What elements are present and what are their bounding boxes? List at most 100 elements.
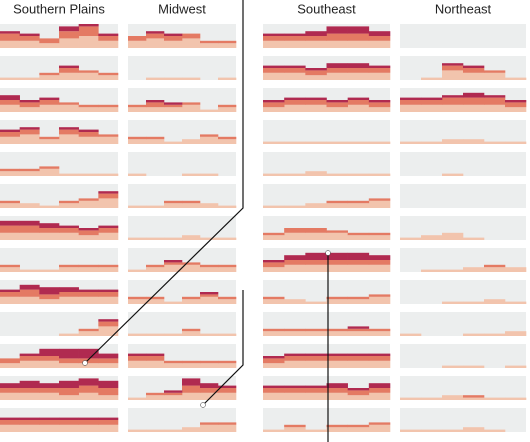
area-segment (59, 348, 79, 359)
area-segment (164, 301, 183, 304)
area-segment (59, 424, 79, 432)
area-segment (284, 392, 306, 400)
area-segment (19, 33, 40, 36)
area-segment (421, 100, 443, 105)
area-segment (0, 100, 20, 105)
area-segment (19, 380, 40, 388)
area-segment (164, 40, 183, 48)
area-segment (218, 77, 237, 80)
area-segment (368, 296, 391, 304)
area-segment (59, 228, 79, 233)
area-segment (218, 205, 237, 208)
area-segment (98, 193, 119, 199)
area-segment (19, 269, 40, 272)
area-segment (39, 299, 60, 304)
area-segment (326, 331, 348, 336)
area-segment (263, 358, 285, 364)
area-segment (347, 26, 370, 34)
area-segment (164, 264, 183, 272)
area-segment (0, 232, 20, 240)
area-segment (0, 95, 20, 100)
area-segment (368, 353, 391, 356)
area-segment (284, 228, 306, 233)
area-segment (164, 104, 183, 108)
area-segment (164, 333, 183, 336)
area-segment (463, 65, 485, 68)
area-segment (284, 173, 306, 176)
area-segment (284, 100, 306, 105)
area-segment (19, 220, 40, 226)
area-segment (263, 392, 285, 400)
area-segment (200, 422, 219, 425)
area-segment (505, 397, 527, 400)
area-segment (505, 100, 527, 103)
area-segment (0, 200, 20, 204)
area-segment (263, 173, 285, 176)
area-segment (200, 388, 219, 393)
area-segment (98, 228, 119, 233)
area-segment (39, 75, 60, 80)
area-segment (326, 424, 348, 428)
area-segment (164, 107, 183, 112)
area-segment (39, 294, 60, 300)
area-segment (263, 205, 285, 208)
area-segment (78, 264, 99, 268)
area-segment (305, 36, 327, 41)
area-segment (505, 301, 527, 304)
panel-background (263, 120, 390, 144)
area-segment (146, 395, 165, 400)
area-segment (463, 92, 485, 98)
area-segment (421, 141, 443, 144)
area-segment (128, 36, 147, 41)
area-segment (263, 299, 285, 304)
area-segment (19, 388, 40, 393)
area-segment (421, 77, 443, 80)
area-segment (347, 235, 370, 240)
area-segment (218, 422, 237, 425)
marker-dot (200, 402, 206, 408)
area-segment (368, 235, 391, 240)
area-segment (347, 173, 370, 176)
area-segment (326, 72, 348, 80)
area-segment (442, 65, 464, 71)
area-segment (39, 97, 60, 100)
area-segment (505, 331, 527, 336)
area-segment (347, 203, 370, 208)
area-segment (59, 296, 79, 304)
area-segment (326, 200, 348, 204)
area-segment (0, 264, 20, 268)
area-segment (78, 289, 99, 292)
area-segment (164, 395, 183, 400)
area-segment (368, 141, 391, 144)
area-segment (347, 97, 370, 100)
area-segment (78, 228, 99, 231)
leader-line (84, 0, 244, 364)
area-segment (442, 365, 464, 368)
area-segment (484, 264, 506, 268)
area-segment (19, 420, 40, 425)
area-segment (400, 141, 422, 144)
area-segment (284, 331, 306, 336)
area-segment (263, 72, 285, 80)
area-segment (284, 356, 306, 361)
area-segment (305, 385, 327, 388)
area-segment (218, 139, 237, 144)
area-segment (164, 429, 183, 432)
area-segment (39, 139, 60, 144)
area-segment (200, 134, 219, 137)
area-segment (326, 252, 348, 260)
area-segment (164, 33, 183, 36)
area-segment (218, 333, 237, 336)
area-segment (98, 326, 119, 336)
area-segment (218, 388, 237, 393)
area-segment (182, 173, 201, 176)
area-segment (305, 264, 327, 272)
area-segment (284, 205, 306, 208)
area-segment (0, 388, 20, 393)
area-segment (368, 356, 391, 361)
area-segment (146, 264, 165, 268)
area-segment (347, 232, 370, 236)
area-segment (484, 141, 506, 144)
panel-background (128, 56, 236, 80)
area-segment (39, 360, 60, 368)
